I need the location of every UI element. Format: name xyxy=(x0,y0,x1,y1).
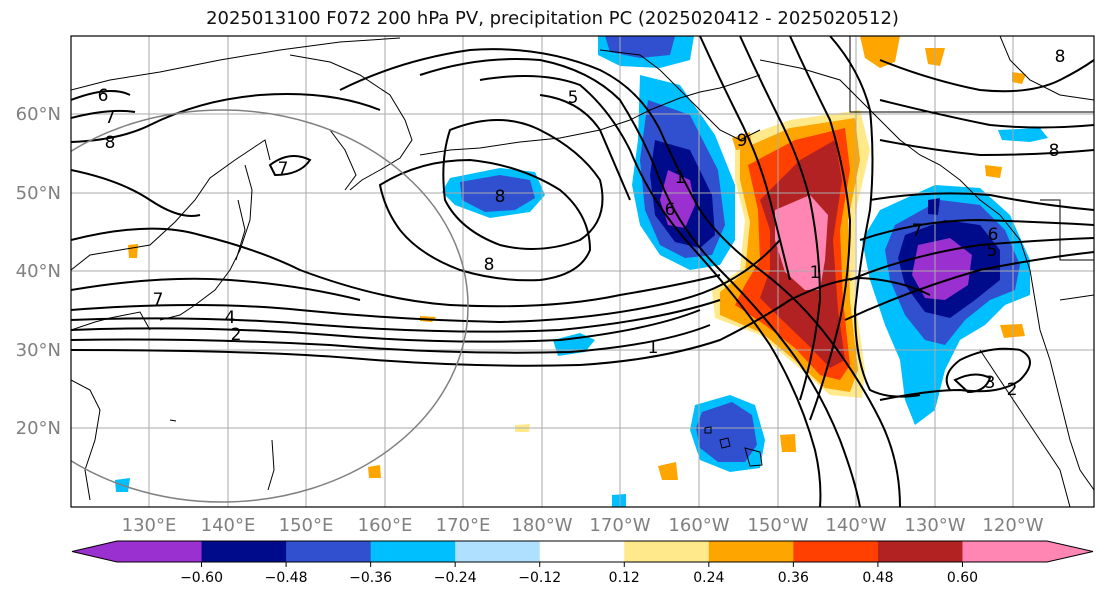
colorbar-tick-label: −0.36 xyxy=(349,570,392,586)
lat-label: 20°N xyxy=(16,418,61,439)
lat-label: 50°N xyxy=(16,183,61,204)
contour-label: 2 xyxy=(1007,380,1018,400)
colorbar-segment xyxy=(962,541,1048,562)
colorbar-tick-label: −0.60 xyxy=(180,570,223,586)
lon-label: 170°W xyxy=(589,515,650,536)
contour-label: 1 xyxy=(648,338,659,358)
contour-label: 6 xyxy=(98,86,109,106)
contour-label: 7 xyxy=(278,159,289,179)
lat-label: 60°N xyxy=(16,104,61,125)
contour-label: 8 xyxy=(484,255,495,275)
contour-label: 8 xyxy=(1055,47,1066,67)
coastlines xyxy=(71,36,1094,507)
contour-label-group: 6 7 8 7 8 8 7 4 2 5 1 9 8 1 6 5 7 8 2 3 … xyxy=(98,47,1066,400)
colorbar-extend-low xyxy=(72,541,117,562)
lon-label: 140°W xyxy=(825,515,886,536)
colorbar-tick-label: 0.24 xyxy=(693,570,724,586)
lon-label: 150°W xyxy=(747,515,808,536)
lon-axis: 130°E 140°E 150°E 160°E 170°E 180°W 170°… xyxy=(122,515,1044,536)
contour-label: 7 xyxy=(105,108,116,128)
colorbar-outline xyxy=(71,540,1094,563)
contour-label: 3 xyxy=(985,373,996,393)
lon-label: 160°E xyxy=(358,515,413,536)
lon-label: 120°W xyxy=(982,515,1043,536)
contour-label: 6 xyxy=(665,200,676,220)
colorbar-tick-label: −0.24 xyxy=(434,570,477,586)
contour-label: 7 xyxy=(153,290,164,310)
colorbar-tick-label: 0.12 xyxy=(609,570,640,586)
lat-label: 40°N xyxy=(16,261,61,282)
lat-label: 30°N xyxy=(16,340,61,361)
lon-label: 130°E xyxy=(122,515,177,536)
colorbar-segment xyxy=(117,541,203,562)
colorbar-tick-label: 0.36 xyxy=(778,570,809,586)
range-circle xyxy=(71,109,469,503)
colorbar-tick-label: −0.12 xyxy=(518,570,561,586)
lon-label: 150°E xyxy=(279,515,334,536)
contour-label: 5 xyxy=(568,88,579,108)
contour-label: 7 xyxy=(912,221,923,241)
lat-axis: 60°N 50°N 40°N 30°N 20°N xyxy=(16,104,61,439)
colorbar-tick-label: 0.60 xyxy=(947,570,978,586)
colorbar-segment xyxy=(201,541,287,562)
colorbar-segment xyxy=(877,541,963,562)
contour-label: 4 xyxy=(225,308,236,328)
contour-label: 5 xyxy=(987,241,998,261)
lon-label: 180°W xyxy=(511,515,572,536)
contour-label: 8 xyxy=(105,133,116,153)
colorbar-segment xyxy=(286,541,372,562)
pv-contours xyxy=(71,36,1094,507)
colorbar: −0.60 −0.48 −0.36 −0.24 −0.12 0.12 0.24 0.36 0.4… xyxy=(71,540,1094,586)
contour-label: 1 xyxy=(675,168,686,188)
contour-label: 6 xyxy=(988,225,999,245)
colorbar-segment xyxy=(539,541,625,562)
map-title: 2025013100 F072 200 hPa PV, precipitatio… xyxy=(206,8,899,29)
lon-label: 160°W xyxy=(668,515,729,536)
colorbar-tick-label: 0.48 xyxy=(862,570,893,586)
contour-label: 8 xyxy=(495,187,506,207)
colorbar-segment xyxy=(793,541,879,562)
contour-label: 9 xyxy=(737,131,748,151)
colorbar-segment xyxy=(624,541,710,562)
contour-label: 1 xyxy=(810,263,821,283)
contour-label: 8 xyxy=(1049,141,1060,161)
colorbar-segment xyxy=(455,541,541,562)
contour-label: 2 xyxy=(231,325,242,345)
colorbar-tick-label: −0.48 xyxy=(265,570,308,586)
lon-label: 130°W xyxy=(904,515,965,536)
lon-label: 140°E xyxy=(201,515,256,536)
colorbar-extend-high xyxy=(1047,541,1093,562)
colorbar-segment xyxy=(708,541,794,562)
colorbar-segment xyxy=(370,541,456,562)
map-frame xyxy=(70,35,1095,508)
lon-label: 170°E xyxy=(436,515,491,536)
